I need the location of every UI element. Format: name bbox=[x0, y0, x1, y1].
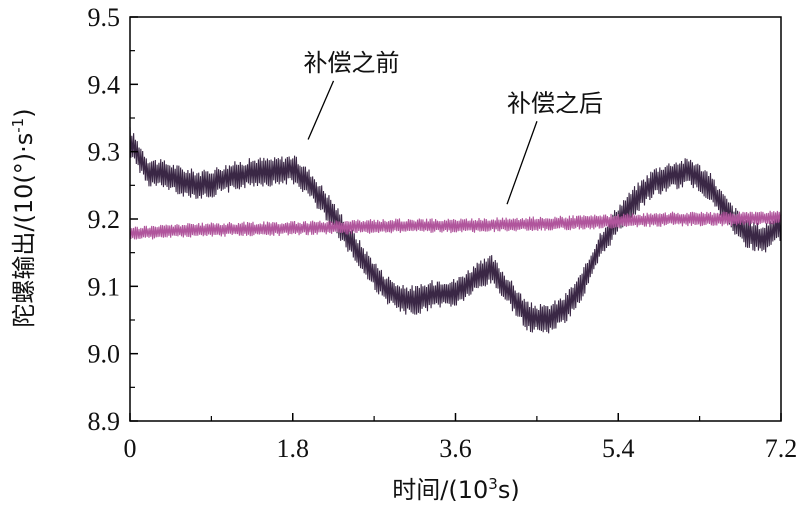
series-line-after-compensation bbox=[129, 210, 782, 240]
x-tick-label: 3.6 bbox=[439, 434, 472, 463]
plot-lines bbox=[129, 127, 782, 334]
x-tick-label: 7.2 bbox=[765, 434, 798, 463]
y-tick-label: 9.5 bbox=[88, 3, 121, 32]
y-tick-label: 9.4 bbox=[88, 70, 121, 99]
axes bbox=[129, 16, 782, 422]
annotation-pointer-1 bbox=[307, 80, 335, 140]
y-tick-label: 9.0 bbox=[88, 340, 121, 369]
annotation-label-2: 补偿之后 bbox=[507, 89, 603, 117]
y-axis-label: 陀螺输出/(10(°)·s-1) bbox=[9, 108, 38, 327]
y-tick-label: 9.3 bbox=[88, 138, 121, 167]
series-line-before-compensation bbox=[129, 127, 782, 334]
y-tick-label: 9.2 bbox=[88, 205, 121, 234]
x-tick-label: 1.8 bbox=[277, 434, 310, 463]
annotation-pointer-2 bbox=[506, 121, 538, 205]
x-tick-label: 5.4 bbox=[602, 434, 635, 463]
x-tick-label: 0 bbox=[124, 434, 137, 463]
x-axis-label: 时间/(103s) bbox=[392, 475, 519, 504]
y-tick-label: 8.9 bbox=[88, 407, 121, 436]
y-tick-label: 9.1 bbox=[88, 272, 121, 301]
annotation-label-1: 补偿之前 bbox=[304, 49, 400, 77]
tick-labels: 8.9 9.0 9.1 9.2 9.3 9.4 9.5 0 1.8 3.6 5.4 7.2 bbox=[88, 3, 798, 463]
